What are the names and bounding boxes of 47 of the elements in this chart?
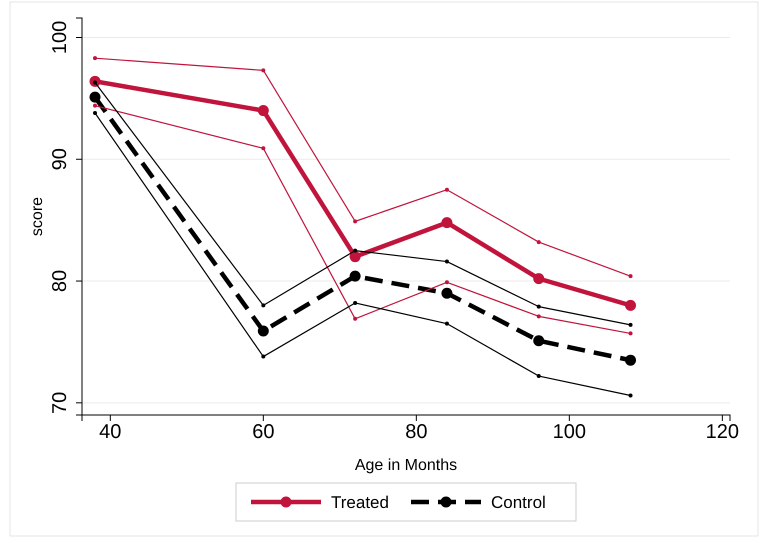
point [261,354,266,359]
x-tick-label: 60 [252,421,274,444]
point [444,260,449,264]
point [536,314,541,318]
y-tick-label: 70 [49,392,71,414]
point [353,316,358,321]
point [444,280,449,284]
point [625,300,636,311]
point [444,188,449,192]
point [628,394,633,398]
y-axis-title: score [29,196,46,236]
legend-label: Control [491,493,546,512]
point [258,325,269,336]
point [261,68,266,72]
point [533,335,544,346]
point [353,300,358,305]
point [628,274,633,278]
x-tick-label: 80 [405,421,428,444]
point [441,288,452,299]
y-tick-label: 100 [49,20,71,54]
y-tick-label: 90 [49,148,71,170]
point [628,331,633,336]
point [441,217,452,228]
point [261,146,266,150]
point [93,56,98,60]
point [536,240,541,244]
point [93,110,98,115]
x-tick-label: 40 [99,421,122,444]
point [350,270,361,282]
legend-label: Treated [331,493,389,512]
point [444,322,449,326]
point [258,105,269,116]
point [533,273,544,284]
point [93,104,98,108]
x-tick-label: 100 [552,421,586,444]
point [350,251,361,262]
point [628,322,633,327]
point [90,92,101,103]
point [353,219,358,224]
point [261,303,266,308]
point [625,354,636,366]
point [536,304,541,309]
y-tick-label: 80 [49,270,71,292]
point [536,374,541,378]
point [353,248,358,253]
x-axis-title: Age in Months [354,457,458,474]
x-tick-label: 120 [706,421,740,444]
